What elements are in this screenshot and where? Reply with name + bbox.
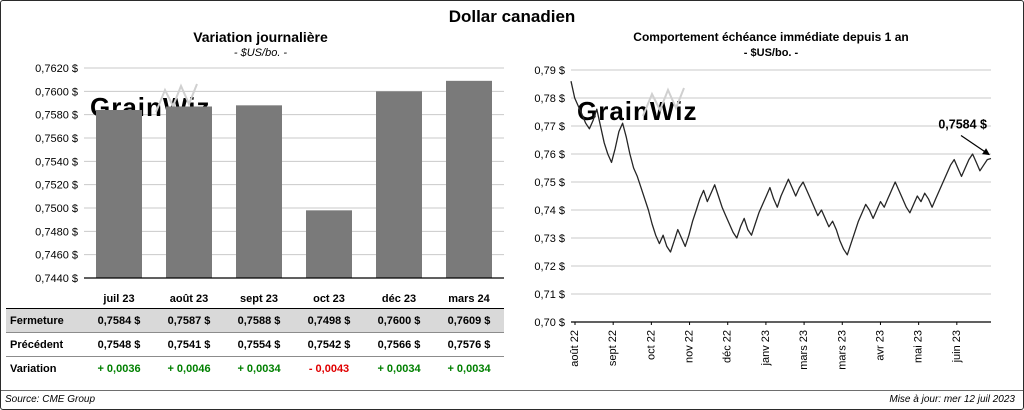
last-price-annotation: 0,7584 $ <box>938 117 987 131</box>
y-axis-tick-label: 0,7600 $ <box>35 86 78 98</box>
x-axis-tick-label: oct 22 <box>645 330 657 360</box>
x-axis-tick-label: avr 23 <box>874 330 886 361</box>
y-axis-tick-label: 0,70 $ <box>534 317 565 329</box>
table-cell: - 0,0043 <box>308 362 350 375</box>
x-axis-tick-label: nov 22 <box>684 330 696 363</box>
table-cell: + 0,0034 <box>237 362 281 375</box>
table-cell: + 0,0036 <box>97 362 141 375</box>
y-axis-tick-label: 0,72 $ <box>534 261 565 273</box>
x-axis-tick-label: janv 23 <box>760 330 772 366</box>
table-cell: 0,7498 $ <box>307 314 351 327</box>
y-axis-tick-label: 0,7460 $ <box>35 250 78 262</box>
column-header: mars 24 <box>434 289 504 309</box>
column-header: août 23 <box>154 289 224 309</box>
y-axis-tick-label: 0,7480 $ <box>35 226 78 238</box>
source-note: Source: CME Group <box>5 394 96 405</box>
table-header-row: juil 23 août 23 sept 23 oct 23 déc 23 mars 24 <box>6 289 504 309</box>
table-cell: + 0,0034 <box>447 362 491 375</box>
row-label: Variation <box>10 362 57 375</box>
bar-mars 24 <box>446 80 492 278</box>
bar-sept 23 <box>236 105 282 278</box>
y-axis-tick-label: 0,74 $ <box>534 205 565 217</box>
bar-juil 23 <box>96 110 142 278</box>
row-label: Précédent <box>10 338 64 351</box>
x-axis-tick-label: mars 23 <box>798 330 810 370</box>
y-axis-tick-label: 0,71 $ <box>534 289 565 301</box>
y-axis-tick-label: 0,79 $ <box>534 65 565 77</box>
watermark-squiggle-icon <box>155 83 198 113</box>
column-header: déc 23 <box>364 289 434 309</box>
x-axis-tick-label: mars 23 <box>836 330 848 370</box>
line-chart-title: Comportement échéance immédiate depuis 1… <box>633 30 909 44</box>
content-area: Variation journalière - $US/bo. - 0,7620… <box>1 27 1023 390</box>
table-cell: 0,7576 $ <box>447 338 491 351</box>
footer: Source: CME Group Mise à jour: mer 12 ju… <box>1 390 1023 409</box>
y-axis-tick-label: 0,76 $ <box>534 149 565 161</box>
y-axis-tick-label: 0,7440 $ <box>35 273 78 284</box>
table-cell: + 0,0046 <box>167 362 211 375</box>
column-header: juil 23 <box>84 289 154 309</box>
table-row: Fermeture 0,7584 $ 0,7587 $ 0,7588 $ 0,7498 … <box>6 308 504 333</box>
x-axis-tick-label: août 22 <box>569 330 581 367</box>
table-cell: 0,7554 $ <box>237 338 281 351</box>
table-cell: 0,7584 $ <box>97 314 141 327</box>
x-axis-tick-label: juin 23 <box>951 330 963 363</box>
table-cell: 0,7600 $ <box>377 314 421 327</box>
y-axis-tick-label: 0,7580 $ <box>35 110 78 122</box>
table-row: Variation + 0,0036 + 0,0046 + 0,0034 - 0,004… <box>6 357 504 381</box>
x-axis-tick-label: sept 22 <box>607 330 619 366</box>
summary-table: juil 23 août 23 sept 23 oct 23 déc 23 mars 24… <box>6 289 504 380</box>
price-line <box>570 81 992 256</box>
bar-oct 23 <box>306 210 352 278</box>
column-header: oct 23 <box>294 289 364 309</box>
table-cell: 0,7566 $ <box>377 338 421 351</box>
watermark-squiggle-icon <box>642 87 685 117</box>
x-axis-tick-label: mai 23 <box>913 330 925 363</box>
table-cell: 0,7587 $ <box>167 314 211 327</box>
y-axis-tick-label: 0,7520 $ <box>35 180 78 192</box>
table-cell: + 0,0034 <box>377 362 421 375</box>
bar-chart: 0,7620 $ 0,7600 $ 0,7580 $ 0,7560 $ 0,7540 $… <box>35 63 504 285</box>
table-cell: 0,7548 $ <box>97 338 141 351</box>
y-axis-tick-label: 0,7500 $ <box>35 203 78 215</box>
bar-chart-panel: Variation journalière - $US/bo. - 0,7620… <box>1 27 515 390</box>
y-axis-tick-label: 0,75 $ <box>534 177 565 189</box>
line-chart-subtitle: - $US/bo. - <box>743 47 799 59</box>
y-axis-tick-label: 0,77 $ <box>534 121 565 133</box>
table-corner <box>6 289 84 309</box>
annotation-arrow-icon <box>960 134 990 156</box>
update-note: Mise à jour: mer 12 juil 2023 <box>889 394 1015 405</box>
bar-chart-subtitle: - $US/bo. - <box>233 47 288 59</box>
y-axis-tick-label: 0,73 $ <box>534 233 565 245</box>
bar-déc 23 <box>376 91 422 278</box>
row-label: Fermeture <box>10 314 64 327</box>
y-axis-tick-label: 0,7620 $ <box>35 63 78 75</box>
line-chart-header: Comportement échéance immédiate depuis 1… <box>519 29 1023 60</box>
line-chart: 0,79 $ 0,78 $ 0,77 $ 0,76 $ 0,75 $ 0,74 $ 0,73… <box>534 65 992 370</box>
x-axis-tick-label: déc 22 <box>722 330 734 363</box>
y-axis-tick-label: 0,7540 $ <box>35 156 78 168</box>
table-cell: 0,7541 $ <box>167 338 211 351</box>
bar-août 23 <box>166 106 212 278</box>
bar-chart-title: Variation journalière <box>193 29 328 45</box>
column-header: sept 23 <box>224 289 294 309</box>
page-title: Dollar canadien <box>448 7 576 26</box>
y-axis-tick-label: 0,78 $ <box>534 93 565 105</box>
bar-chart-header: Variation journalière - $US/bo. - <box>6 29 515 60</box>
table-row: Précédent 0,7548 $ 0,7541 $ 0,7554 $ 0,7542 … <box>6 333 504 357</box>
y-axis-tick-label: 0,7560 $ <box>35 133 78 145</box>
table-cell: 0,7609 $ <box>447 314 491 327</box>
table-cell: 0,7588 $ <box>237 314 281 327</box>
table-cell: 0,7542 $ <box>307 338 351 351</box>
line-chart-panel: Comportement échéance immédiate depuis 1… <box>515 27 1023 390</box>
